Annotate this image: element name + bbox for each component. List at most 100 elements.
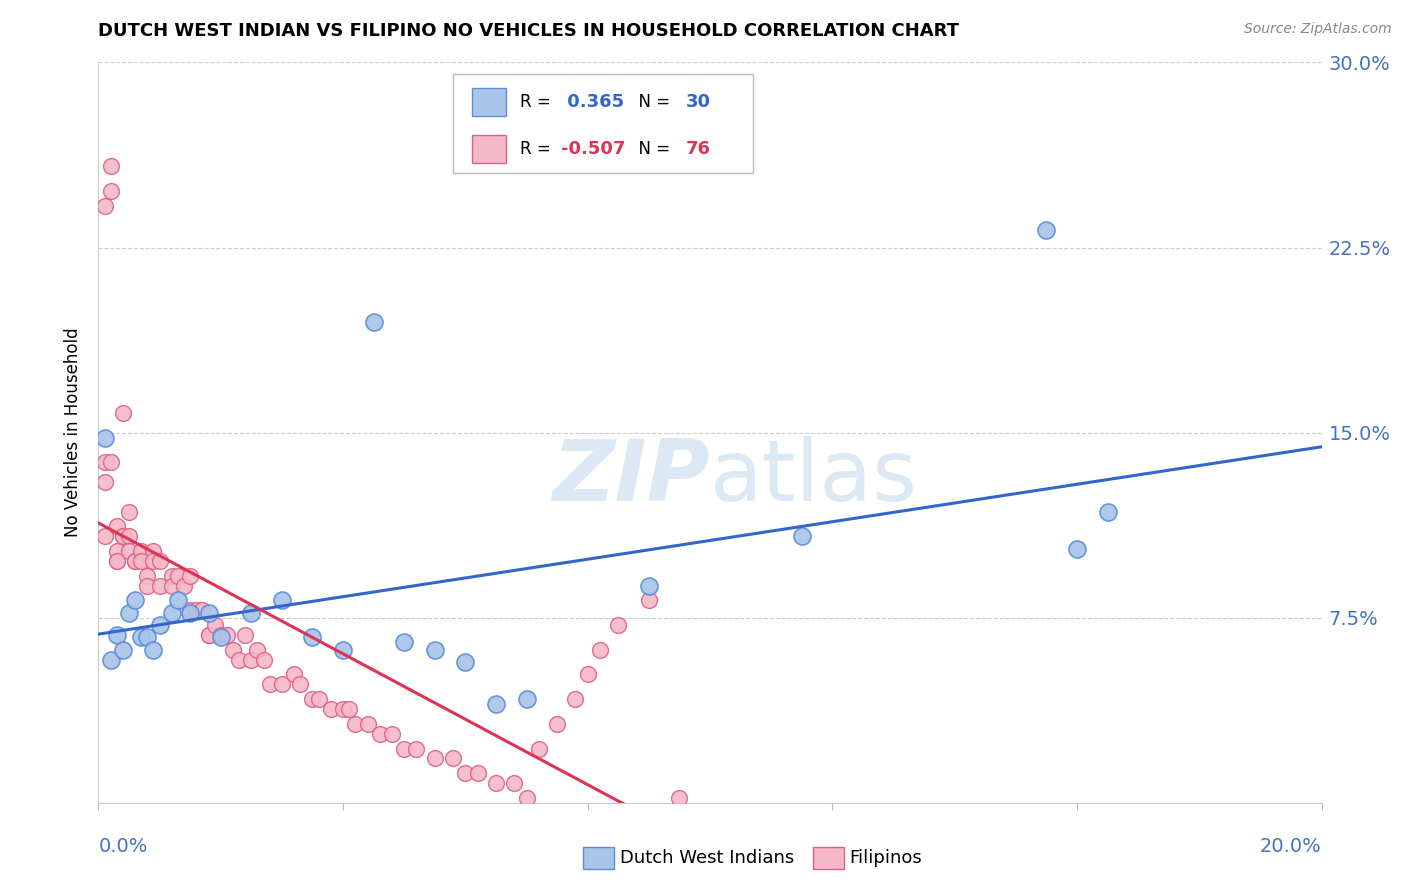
- Point: [301, 631, 323, 645]
- Point: [637, 593, 661, 607]
- Point: [93, 475, 115, 489]
- Point: [503, 776, 526, 790]
- Point: [160, 606, 183, 620]
- Point: [124, 554, 146, 568]
- Point: [111, 529, 134, 543]
- Point: [1066, 541, 1088, 556]
- Point: [105, 554, 128, 568]
- Text: 0.365: 0.365: [561, 94, 624, 112]
- Point: [105, 628, 128, 642]
- Point: [516, 790, 538, 805]
- Point: [100, 455, 122, 469]
- Text: 30: 30: [686, 94, 710, 112]
- Text: R =: R =: [520, 94, 557, 112]
- Point: [111, 406, 134, 420]
- Point: [197, 628, 219, 642]
- Text: Source: ZipAtlas.com: Source: ZipAtlas.com: [1244, 22, 1392, 37]
- Point: [160, 579, 183, 593]
- Point: [308, 692, 330, 706]
- Point: [93, 455, 115, 469]
- Point: [100, 184, 122, 198]
- Point: [167, 593, 190, 607]
- Point: [191, 603, 214, 617]
- Point: [149, 618, 172, 632]
- Point: [209, 631, 232, 645]
- Point: [124, 593, 146, 607]
- Point: [467, 766, 489, 780]
- Point: [332, 642, 354, 657]
- Point: [118, 505, 141, 519]
- Text: ZIP: ZIP: [553, 435, 710, 518]
- Point: [197, 628, 219, 642]
- Point: [441, 751, 464, 765]
- Point: [546, 716, 568, 731]
- Point: [423, 751, 446, 765]
- Point: [246, 642, 269, 657]
- Point: [136, 579, 159, 593]
- Text: Dutch West Indians: Dutch West Indians: [620, 849, 794, 867]
- Point: [1097, 505, 1119, 519]
- Point: [105, 519, 128, 533]
- Point: [290, 677, 312, 691]
- Point: [149, 554, 172, 568]
- Point: [204, 618, 226, 632]
- Text: -0.507: -0.507: [561, 140, 626, 159]
- Point: [215, 628, 238, 642]
- Point: [179, 603, 201, 617]
- Point: [111, 642, 134, 657]
- Point: [363, 315, 385, 329]
- Point: [454, 766, 477, 780]
- Point: [1035, 223, 1057, 237]
- Point: [301, 692, 323, 706]
- Point: [167, 568, 190, 582]
- Point: [136, 568, 159, 582]
- Point: [160, 568, 183, 582]
- Point: [111, 529, 134, 543]
- FancyBboxPatch shape: [453, 73, 752, 174]
- Point: [179, 568, 201, 582]
- Point: [93, 431, 115, 445]
- Text: 76: 76: [686, 140, 710, 159]
- Point: [637, 579, 661, 593]
- Point: [259, 677, 281, 691]
- Point: [222, 642, 245, 657]
- Point: [576, 667, 599, 681]
- Point: [332, 702, 354, 716]
- Point: [381, 727, 404, 741]
- Point: [142, 544, 165, 558]
- Point: [270, 593, 292, 607]
- Point: [368, 727, 391, 741]
- Point: [197, 606, 219, 620]
- Point: [392, 741, 416, 756]
- Point: [100, 159, 122, 173]
- Point: [270, 677, 292, 691]
- FancyBboxPatch shape: [471, 88, 506, 116]
- Point: [129, 544, 152, 558]
- Point: [405, 741, 427, 756]
- Point: [319, 702, 342, 716]
- Point: [179, 606, 201, 620]
- Point: [124, 554, 146, 568]
- Point: [118, 529, 141, 543]
- Text: N =: N =: [628, 140, 675, 159]
- Text: Filipinos: Filipinos: [849, 849, 922, 867]
- Point: [344, 716, 367, 731]
- Point: [454, 655, 477, 669]
- Point: [240, 606, 263, 620]
- Y-axis label: No Vehicles in Household: No Vehicles in Household: [65, 327, 83, 538]
- Point: [129, 631, 152, 645]
- Point: [423, 642, 446, 657]
- Point: [527, 741, 550, 756]
- Point: [118, 544, 141, 558]
- Point: [209, 628, 232, 642]
- Point: [337, 702, 360, 716]
- Point: [283, 667, 305, 681]
- Point: [589, 642, 612, 657]
- Point: [136, 631, 159, 645]
- Point: [252, 653, 274, 667]
- Point: [516, 692, 538, 706]
- Point: [105, 544, 128, 558]
- Point: [93, 529, 115, 543]
- Point: [149, 579, 172, 593]
- Point: [485, 697, 508, 711]
